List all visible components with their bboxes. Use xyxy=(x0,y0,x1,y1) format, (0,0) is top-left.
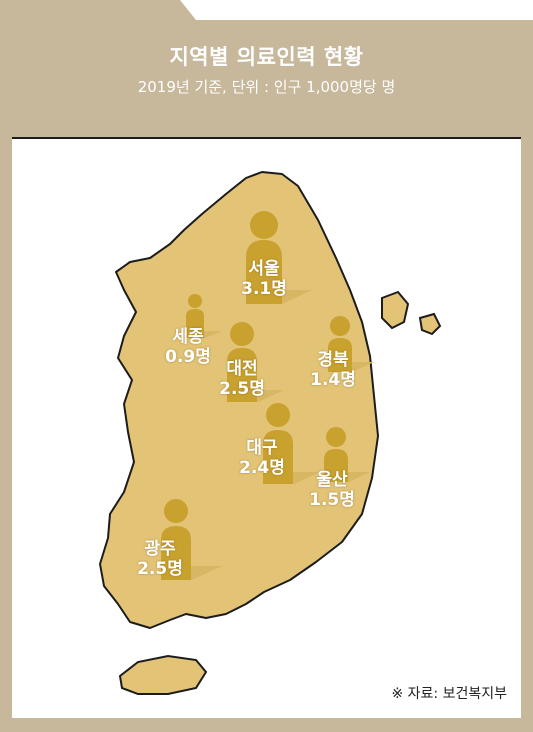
region-label-ulsan: 울산 1.5명 xyxy=(290,470,374,510)
page-title: 지역별 의료인력 현황 xyxy=(169,45,364,69)
region-label-daejeon: 대전 2.5명 xyxy=(200,359,284,399)
person-icon xyxy=(262,403,320,484)
region-label-sejong: 세종 0.9명 xyxy=(146,327,230,367)
region-label-daegu: 대구 2.4명 xyxy=(220,438,304,478)
region-name: 세종 xyxy=(172,327,204,347)
region-label-gwangju: 광주 2.5명 xyxy=(118,539,202,579)
header: 지역별 의료인력 현황 2019년 기준, 단위 : 인구 1,000명당 명 xyxy=(0,42,533,98)
dokdo-island xyxy=(418,312,442,336)
person-icon xyxy=(226,322,284,402)
region-name: 대구 xyxy=(246,438,278,458)
region-name: 대전 xyxy=(226,359,258,379)
region-value: 1.4명 xyxy=(310,370,356,390)
person-icon xyxy=(185,294,222,338)
person-icon xyxy=(160,499,222,580)
region-label-seoul: 서울 3.1명 xyxy=(222,259,306,299)
region-name: 서울 xyxy=(248,259,280,279)
region-label-gyeongbuk: 경북 1.4명 xyxy=(291,350,375,390)
person-icon xyxy=(244,211,312,304)
region-value: 3.1명 xyxy=(241,279,287,299)
ulleung-island xyxy=(381,290,410,330)
region-value: 0.9명 xyxy=(165,347,211,367)
region-value: 2.5명 xyxy=(137,559,183,579)
person-icon xyxy=(328,316,374,372)
region-name: 경북 xyxy=(317,350,349,370)
jeju-island xyxy=(118,654,208,695)
region-name: 광주 xyxy=(144,539,176,559)
region-value: 2.4명 xyxy=(239,458,285,478)
region-value: 1.5명 xyxy=(309,490,355,510)
region-value: 2.5명 xyxy=(219,379,265,399)
page-subtitle: 2019년 기준, 단위 : 인구 1,000명당 명 xyxy=(137,78,396,96)
source-note: ※ 자료: 보건복지부 xyxy=(391,686,507,702)
person-icon xyxy=(323,427,370,482)
region-name: 울산 xyxy=(316,470,348,490)
